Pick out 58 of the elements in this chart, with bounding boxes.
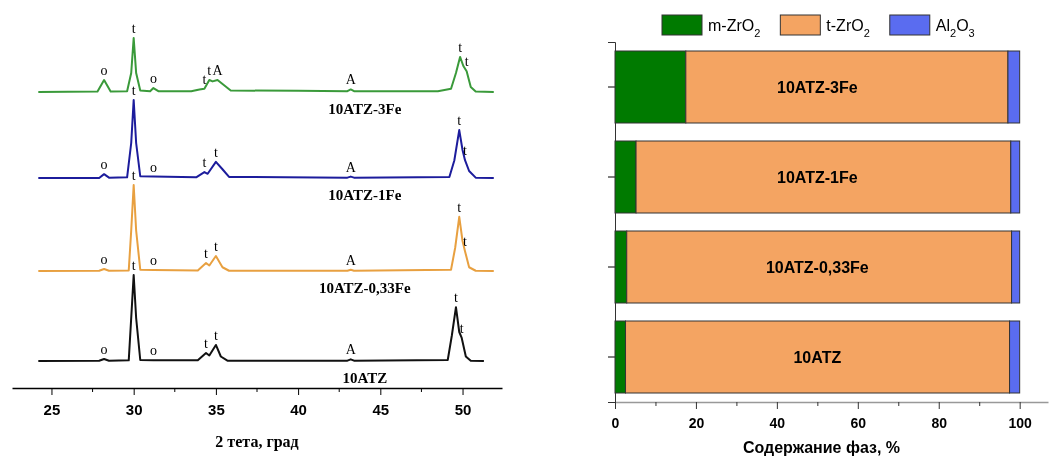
series-label: 10ATZ (342, 370, 388, 387)
annotation: t (454, 290, 459, 306)
x-tick-label: 45 (372, 400, 390, 418)
series-label: 10ATZ-3Fe (328, 100, 402, 117)
x-axis-title: Содержание фаз, % (742, 439, 901, 456)
annotation: t (207, 63, 212, 78)
annotation: t (213, 144, 218, 160)
x-tick-label: 20 (688, 414, 705, 431)
x-tick-label: 35 (208, 400, 225, 418)
annotation: A (345, 342, 357, 358)
annotation: o (100, 341, 108, 357)
y-tick-label: 10ATZ-0,33Fe (765, 258, 869, 276)
annotation: t (131, 82, 136, 98)
x-tick-label: 100 (1008, 414, 1033, 431)
x-axis-title: 2 тета, град (215, 433, 299, 451)
x-tick-label: 60 (850, 414, 867, 431)
y-tick-label: 10ATZ (793, 348, 842, 366)
series-label: 10ATZ-0,33Fe (318, 280, 412, 297)
annotation: A (345, 252, 357, 268)
annotation: t (463, 234, 468, 250)
x-tick-label: 40 (290, 400, 307, 418)
legend-label: t-ZrO$_{2}$ (826, 17, 870, 39)
annotation: t (458, 39, 463, 55)
annotation: o (149, 343, 157, 359)
annotation: o (149, 159, 157, 175)
x-tick-label: 30 (125, 400, 143, 418)
annotation: o (100, 63, 108, 78)
x-tick-label: 80 (931, 414, 948, 431)
annotation: A (345, 159, 357, 175)
annotation: t (202, 71, 207, 87)
annotation: t (131, 257, 136, 273)
y-tick-label: 10ATZ-1Fe (777, 168, 858, 186)
annotation: t (213, 239, 218, 255)
x-tick-label: 50 (454, 400, 472, 418)
y-tick-label: 10ATZ-3Fe (777, 78, 858, 96)
legend-label: Al$_{2}$O$_{3}$ (935, 17, 975, 39)
legend-label: m-ZrO$_{2}$ (708, 17, 761, 39)
annotation: A (212, 63, 224, 78)
annotation: t (204, 246, 209, 262)
annotation: o (100, 157, 108, 173)
annotation: A (345, 72, 357, 88)
annotation: o (100, 252, 108, 267)
annotation: o (149, 71, 157, 87)
annotation: t (204, 336, 209, 351)
annotation: t (463, 143, 468, 159)
annotation: t (131, 168, 136, 183)
annotation: t (131, 21, 136, 36)
x-tick-label: 40 (769, 414, 786, 431)
annotation: t (464, 54, 469, 70)
x-tick-label: 0 (611, 414, 620, 431)
annotation: t (213, 327, 218, 343)
series-label: 10ATZ-1Fe (328, 187, 402, 203)
annotation: t (457, 199, 462, 215)
x-tick-label: 25 (43, 400, 61, 418)
annotation: o (149, 253, 157, 269)
annotation: t (202, 155, 207, 171)
annotation: t (459, 320, 464, 336)
annotation: t (457, 113, 462, 129)
